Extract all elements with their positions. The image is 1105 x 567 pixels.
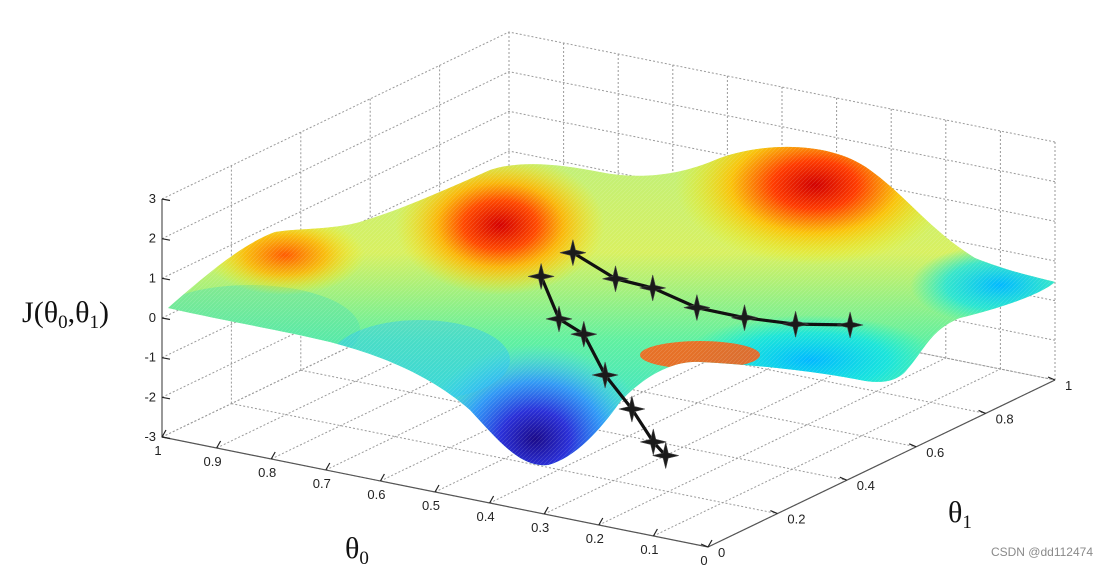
theta1-tick-label: 0.2 <box>787 512 805 527</box>
descent-step-marker <box>602 265 629 292</box>
watermark: CSDN @dd112474 <box>990 545 1093 559</box>
theta0-tick-label: 0.8 <box>258 465 276 480</box>
descent-step-marker <box>640 428 667 455</box>
descent-step-marker <box>639 274 666 301</box>
z-tick-label: 0 <box>149 310 156 325</box>
theta1-axis-label: θ1 <box>948 496 972 533</box>
z-tick-label: 3 <box>149 191 156 206</box>
theta0-axis-label: θ0 <box>345 532 369 567</box>
descent-step-marker <box>652 442 679 469</box>
axis-labels: J(θ0,θ1) θ0 θ1 <box>22 296 972 567</box>
theta0-tick-label: 0.2 <box>586 531 604 546</box>
theta1-tick-label: 0.8 <box>996 411 1014 426</box>
descent-step-marker <box>559 239 586 266</box>
theta0-tick-label: 1 <box>154 443 161 458</box>
descent-step-marker <box>731 304 758 331</box>
theta0-tick-label: 0.1 <box>640 542 658 557</box>
descent-step-marker <box>570 321 597 348</box>
descent-step-marker <box>545 305 573 332</box>
theta0-tick-label: 0.4 <box>477 509 495 524</box>
theta0-tick-label: 0.6 <box>367 487 385 502</box>
descent-step-marker <box>592 361 619 389</box>
z-axis-label: J(θ0,θ1) <box>22 296 109 333</box>
theta1-tick-label: 0.6 <box>926 445 944 460</box>
descent-step-marker <box>782 311 809 338</box>
theta1-tick-label: 0 <box>718 545 725 560</box>
descent-step-marker <box>618 395 645 423</box>
z-tick-label: 2 <box>149 231 156 246</box>
z-tick-label: -2 <box>144 389 156 404</box>
gradient-descent-paths <box>528 239 864 469</box>
z-tick-label: -3 <box>144 429 156 444</box>
z-tick-label: 1 <box>149 270 156 285</box>
theta0-tick-label: 0.7 <box>313 476 331 491</box>
theta1-tick-label: 0.4 <box>857 478 875 493</box>
descent-step-marker <box>528 263 555 290</box>
theta1-tick-label: 1 <box>1065 378 1072 393</box>
theta0-tick-label: 0.5 <box>422 498 440 513</box>
z-tick-label: -1 <box>144 350 156 365</box>
descent-step-marker <box>683 294 710 321</box>
theta0-tick-label: 0.3 <box>531 520 549 535</box>
theta0-tick-label: 0.9 <box>204 454 222 469</box>
descent-step-marker <box>837 311 864 339</box>
theta0-tick-label: 0 <box>700 553 707 567</box>
